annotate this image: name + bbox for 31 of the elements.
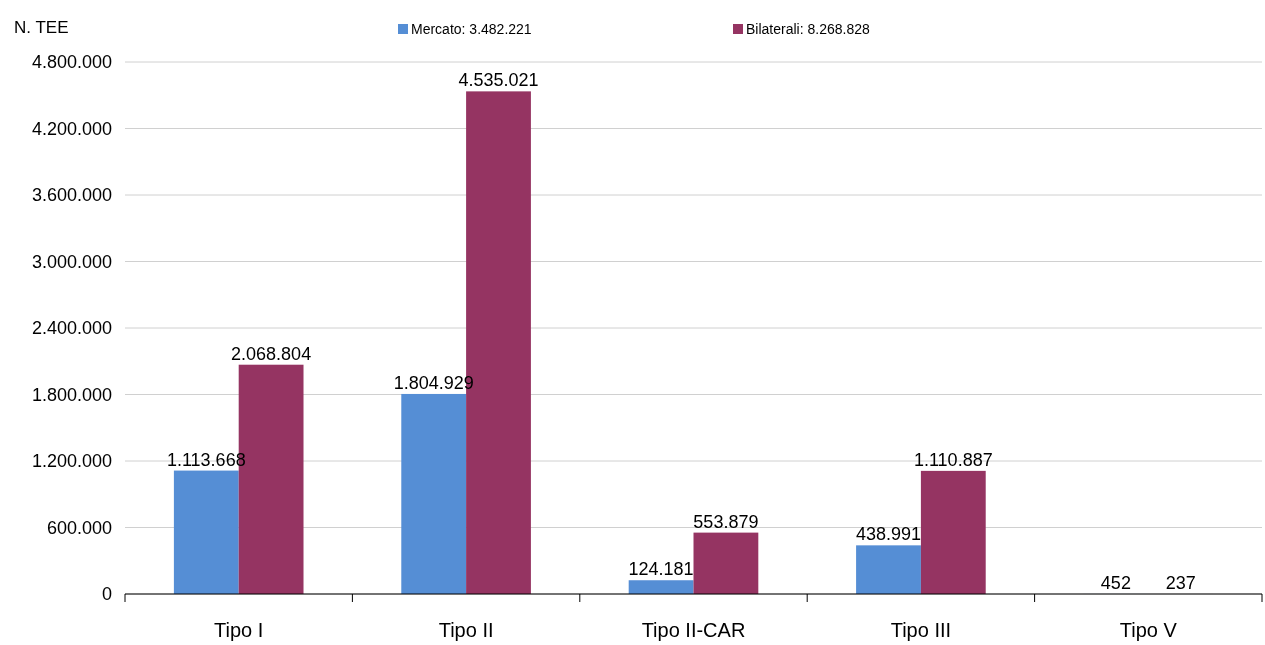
y-tick-label: 2.400.000 [31,318,112,339]
bar [856,545,921,594]
y-axis-title: N. TEE [14,18,69,37]
data-label: 4.535.021 [458,70,539,91]
data-label: 438.991 [855,524,922,545]
data-label: 452 [1100,572,1131,593]
data-label: 237 [1165,572,1196,593]
x-tick-label: Tipo III [890,619,952,641]
x-tick-label: Tipo II [438,619,494,641]
x-tick-label: Tipo II-CAR [641,619,746,641]
x-tick-label: Tipo I [214,619,264,641]
y-tick-label: 0 [101,584,112,605]
data-label: 2.068.804 [231,343,312,364]
y-tick-label: 600.000 [46,517,112,538]
y-tick-label: 1.800.000 [31,384,112,405]
bar [693,532,759,594]
data-label: 124.181 [628,559,694,580]
legend-label: Mercato: 3.482.221 [411,21,532,37]
bar [920,470,986,594]
bar [173,470,239,594]
y-tick-label: 1.200.000 [31,451,112,472]
legend-label: Bilaterali: 8.268.828 [746,21,870,37]
y-tick-label: 4.200.000 [31,118,112,139]
y-tick-label: 4.800.000 [31,52,112,73]
bar [401,393,467,594]
data-label: 553.879 [693,511,759,532]
y-tick-label: 3.000.000 [31,251,112,272]
x-tick-label: Tipo V [1119,619,1178,641]
data-label: 1.110.887 [913,449,993,470]
y-tick-label: 3.600.000 [31,185,112,206]
bar [628,580,694,594]
